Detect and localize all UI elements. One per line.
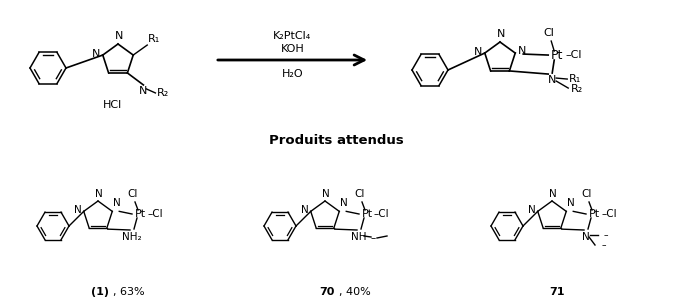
Text: –: –: [370, 233, 376, 243]
Text: –: –: [604, 232, 608, 241]
Text: N: N: [322, 189, 330, 199]
Text: N: N: [74, 205, 81, 215]
Text: N: N: [92, 49, 100, 59]
Text: R₁: R₁: [148, 34, 160, 44]
Text: HCl: HCl: [104, 100, 122, 110]
Text: N: N: [341, 198, 348, 208]
Text: N: N: [139, 86, 147, 96]
Text: Cl: Cl: [355, 189, 365, 199]
Text: K₂PtCl₄: K₂PtCl₄: [273, 31, 312, 41]
Text: Pt: Pt: [588, 209, 600, 219]
Text: N: N: [497, 29, 505, 39]
Text: N: N: [473, 47, 482, 57]
Text: N: N: [528, 205, 536, 215]
Text: KOH: KOH: [281, 44, 304, 54]
Text: , 40%: , 40%: [339, 287, 371, 297]
Text: N: N: [582, 232, 590, 242]
Text: N: N: [301, 205, 309, 215]
Text: –Cl: –Cl: [601, 209, 616, 219]
Text: 70: 70: [319, 287, 334, 297]
Text: N: N: [549, 189, 557, 199]
Text: –Cl: –Cl: [565, 50, 581, 60]
Text: N: N: [115, 31, 123, 41]
Text: N: N: [567, 198, 575, 208]
Text: –Cl: –Cl: [147, 209, 163, 219]
Text: H₂O: H₂O: [282, 69, 304, 79]
Text: N: N: [518, 46, 526, 56]
Text: R₁: R₁: [569, 74, 581, 84]
Text: Pt: Pt: [361, 209, 373, 219]
Text: –Cl: –Cl: [374, 209, 390, 219]
Text: N: N: [95, 189, 103, 199]
Text: –: –: [602, 241, 606, 251]
Text: Pt: Pt: [551, 49, 563, 62]
Text: Cl: Cl: [128, 189, 138, 199]
Text: R₂: R₂: [571, 84, 583, 94]
Text: N: N: [113, 198, 121, 208]
Text: R₂: R₂: [156, 88, 169, 98]
Text: Cl: Cl: [544, 28, 555, 38]
Text: (1): (1): [91, 287, 109, 297]
Text: Cl: Cl: [582, 189, 592, 199]
Text: N: N: [548, 75, 557, 85]
Text: Produits attendus: Produits attendus: [269, 133, 403, 147]
Text: 71: 71: [549, 287, 565, 297]
Text: Pt: Pt: [135, 209, 145, 219]
Text: NH: NH: [351, 232, 367, 242]
Text: , 63%: , 63%: [113, 287, 145, 297]
Text: NH₂: NH₂: [122, 232, 142, 242]
